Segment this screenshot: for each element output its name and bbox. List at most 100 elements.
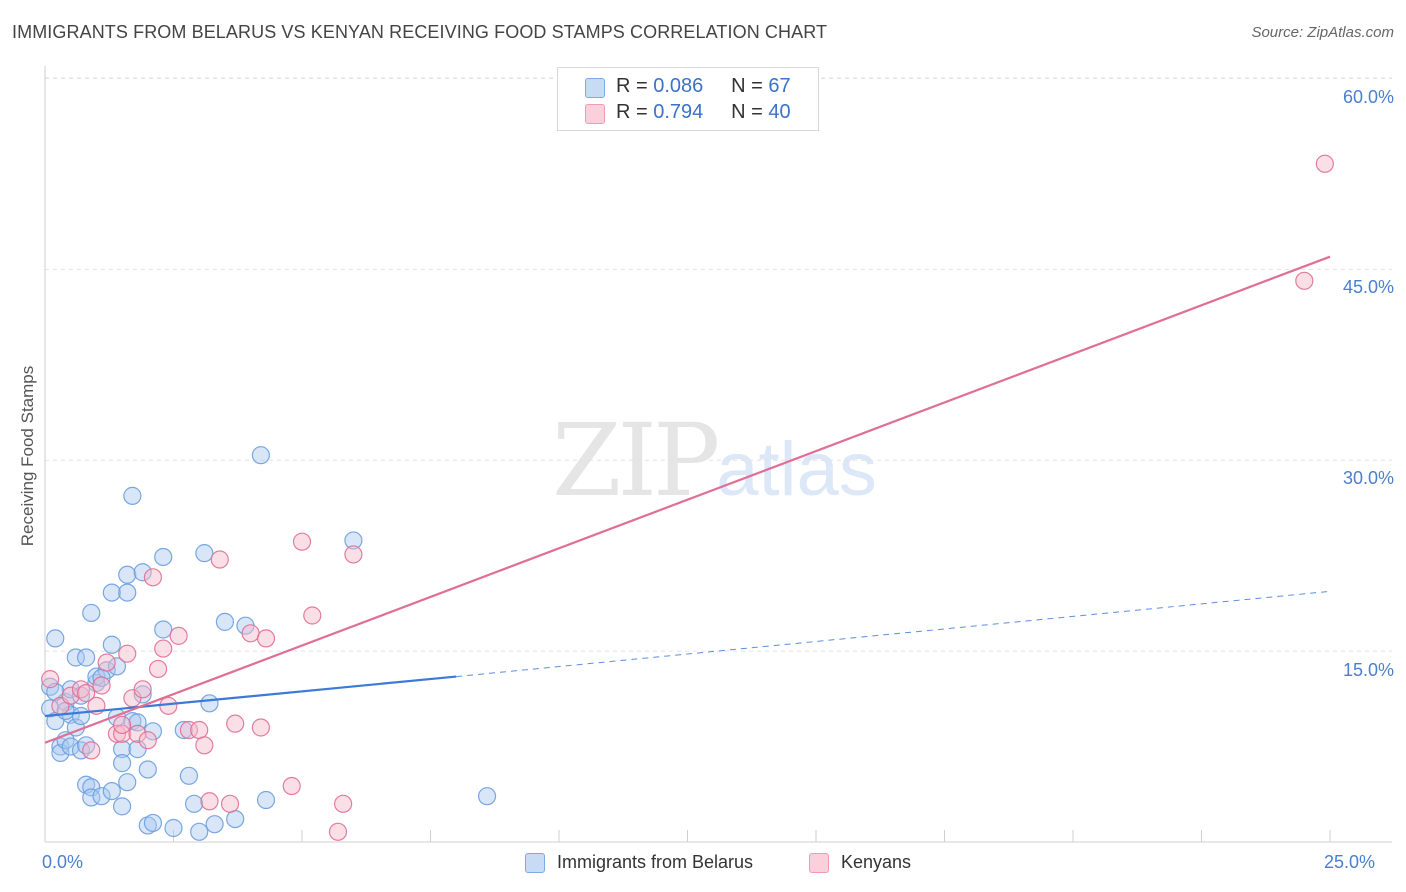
belarus-point [71,706,91,726]
belarus-point [226,809,245,829]
legend-label-kenyans: Kenyans [841,852,912,872]
belarus-point [215,612,234,631]
belarus-point [118,773,137,792]
kenyans-point [256,629,276,648]
belarus-point [77,648,96,667]
r-label: R = [616,101,648,123]
belarus-point [133,685,152,704]
chart-title: IMMIGRANTS FROM BELARUS VS KENYAN RECEIV… [12,22,828,42]
kenyans-point [328,822,348,841]
belarus-point [41,677,60,696]
belarus-point [112,754,132,773]
kenyans-point [210,550,229,569]
kenyans-point [41,670,60,689]
legend-row-belarus: R = 0.086 N = 67 [616,75,791,98]
belarus-point [133,563,152,582]
kenyans-point [112,715,132,735]
belarus-point [477,787,497,806]
kenyans-point [251,718,270,737]
n-label: N = [731,75,763,97]
kenyans-point [220,794,240,813]
kenyans-point [92,676,111,695]
kenyans-point [292,532,312,551]
source-credit: Source: ZipAtlas.com [1251,24,1394,41]
kenyans-point [303,606,322,625]
kenyans-point [241,624,260,643]
belarus-point [66,648,85,667]
belarus-point [174,720,193,740]
kenyans-point [133,680,152,699]
kenyans-point [169,626,188,645]
belarus-point [154,547,173,567]
kenyans-trend-line [44,255,1331,744]
kenyans-point [154,639,173,658]
kenyans-point [200,792,219,811]
kenyans-point [148,659,168,679]
belarus-point [256,790,276,810]
n-label: N = [731,101,763,123]
watermark-atlas: atlas [716,427,877,512]
x-tick-label-min: 0.0% [42,852,84,872]
belarus-point [251,446,270,465]
belarus-trend-line [44,675,457,718]
belarus-point [46,629,65,648]
belarus-point [143,722,163,741]
kenyans-point [138,731,157,750]
kenyans-point [282,776,301,796]
belarus-point [82,603,101,623]
belarus-point [61,737,80,756]
watermark: ZIPatlas [552,402,877,519]
kenyans-point [1295,271,1314,290]
kenyans-point [195,736,214,755]
kenyans-point [82,741,101,760]
kenyans-point [1315,154,1334,173]
watermark-zip: ZIP [552,402,720,519]
belarus-point [200,694,219,713]
belarus-point [71,741,91,760]
correlation-legend: R = 0.086 N = 67 R = 0.794 N = 40 [557,67,819,131]
belarus-point [61,680,80,699]
belarus-point [195,544,214,563]
kenyans-point [128,724,147,743]
belarus-point [179,766,199,785]
belarus-point [143,813,163,833]
n-value-kenyans: 40 [768,101,791,123]
y-axis-label: Receiving Food Stamps [18,365,37,547]
kenyans-point [334,794,353,813]
belarus-point [77,736,96,755]
kenyans-point [107,724,127,743]
belarus-point [102,583,121,602]
y-tick-label-15: 15.0% [1342,660,1394,680]
kenyans-point [143,568,163,587]
belarus-point [112,797,132,816]
belarus-point [164,818,183,838]
kenyans-point [118,644,137,663]
r-label: R = [616,75,648,97]
belarus-point [118,565,137,584]
kenyans-point [344,545,363,564]
legend-swatch-kenyans-bottom [809,853,829,873]
legend-swatch-kenyans [585,104,605,124]
kenyans-point [77,684,96,703]
belarus-point [205,815,224,834]
belarus-trend-extension [456,590,1331,678]
legend-label-belarus: Immigrants from Belarus [557,852,754,872]
belarus-point [138,816,157,835]
belarus-point [123,486,142,505]
r-value-belarus: 0.086 [653,75,704,97]
legend-swatch-belarus [585,78,605,98]
belarus-point [184,794,204,813]
belarus-point [344,531,363,550]
x-tick-label-max: 25.0% [1324,852,1376,872]
belarus-point [118,583,137,602]
y-tick-label-60: 60.0% [1342,87,1394,107]
belarus-point [190,822,209,841]
belarus-point [154,620,173,639]
belarus-point [107,657,127,676]
kenyans-point [226,714,245,733]
n-value-belarus: 67 [768,75,791,97]
kenyans-point [97,653,116,672]
r-value-kenyans: 0.794 [653,101,704,123]
y-tick-label-30: 30.0% [1342,468,1394,488]
